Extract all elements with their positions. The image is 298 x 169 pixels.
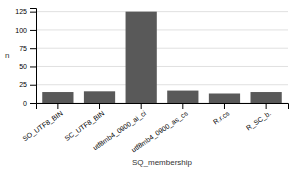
tick: SO_UTF8_BIN	[21, 103, 64, 143]
y-axis-title: n	[5, 51, 9, 60]
x-axis-title: SQ_membership	[132, 158, 193, 167]
chart-container: 0255075100125SO_UTF8_BINSC_UTF8_BINutf8m…	[0, 0, 298, 169]
grid-line	[36, 11, 288, 12]
tick-label: 75	[19, 45, 27, 52]
grid-line	[36, 29, 288, 30]
bar	[84, 91, 115, 103]
tick: 50	[19, 63, 36, 70]
tick: utf8mb4_0900_as_cs	[130, 103, 190, 154]
bar	[126, 12, 157, 103]
tick: 75	[19, 45, 36, 52]
tick: R.r.cs	[212, 103, 231, 126]
tick-mark	[182, 103, 183, 109]
grid	[36, 12, 288, 103]
tick-mark	[30, 103, 36, 104]
tick-mark	[99, 103, 100, 109]
tick-mark	[224, 103, 225, 109]
grid-line	[36, 48, 288, 49]
tick-label: R_SC_b.	[245, 109, 273, 132]
tick-label: 25	[19, 81, 27, 88]
tick-label: 0	[23, 100, 27, 107]
tick-label: 100	[15, 27, 27, 34]
tick: SC_UTF8_BIN	[63, 103, 106, 143]
tick: 0	[23, 100, 36, 107]
axis-line	[30, 9, 37, 104]
tick-mark	[57, 103, 58, 109]
tick-mark	[30, 85, 36, 86]
chart-svg: 0255075100125SO_UTF8_BINSC_UTF8_BINutf8m…	[0, 0, 298, 169]
bar	[209, 94, 240, 104]
tick-label: utf8mb4_0900_as_cs	[130, 109, 190, 154]
tick-label: 50	[19, 63, 27, 70]
y-axis: 0 25 50 75 100 125	[15, 8, 36, 106]
bar	[42, 92, 73, 103]
tick-label: 125	[15, 8, 27, 15]
plot-area: 0255075100125SO_UTF8_BINSC_UTF8_BINutf8m…	[15, 8, 288, 154]
tick-label: SC_UTF8_BIN	[63, 110, 106, 143]
tick-mark	[141, 103, 142, 109]
tick-label: SO_UTF8_BIN	[21, 110, 64, 144]
bar	[251, 92, 282, 103]
tick-mark	[30, 30, 36, 31]
tick-label: R.r.cs	[212, 109, 231, 125]
tick: 25	[19, 81, 36, 88]
tick-mark	[30, 66, 36, 67]
tick-mark	[266, 103, 267, 109]
tick: R_SC_b.	[245, 103, 273, 132]
x-axis: SO_UTF8_BINSC_UTF8_BINutf8mb4_0900_ai_ci…	[21, 103, 288, 154]
bars	[42, 12, 282, 103]
axis-line	[37, 104, 289, 110]
grid-line	[36, 66, 288, 67]
tick-mark	[30, 48, 36, 49]
grid-line	[36, 84, 288, 85]
tick: 100	[15, 27, 36, 34]
tick-mark	[30, 12, 36, 13]
bar	[167, 91, 198, 103]
tick: 125	[15, 8, 36, 15]
